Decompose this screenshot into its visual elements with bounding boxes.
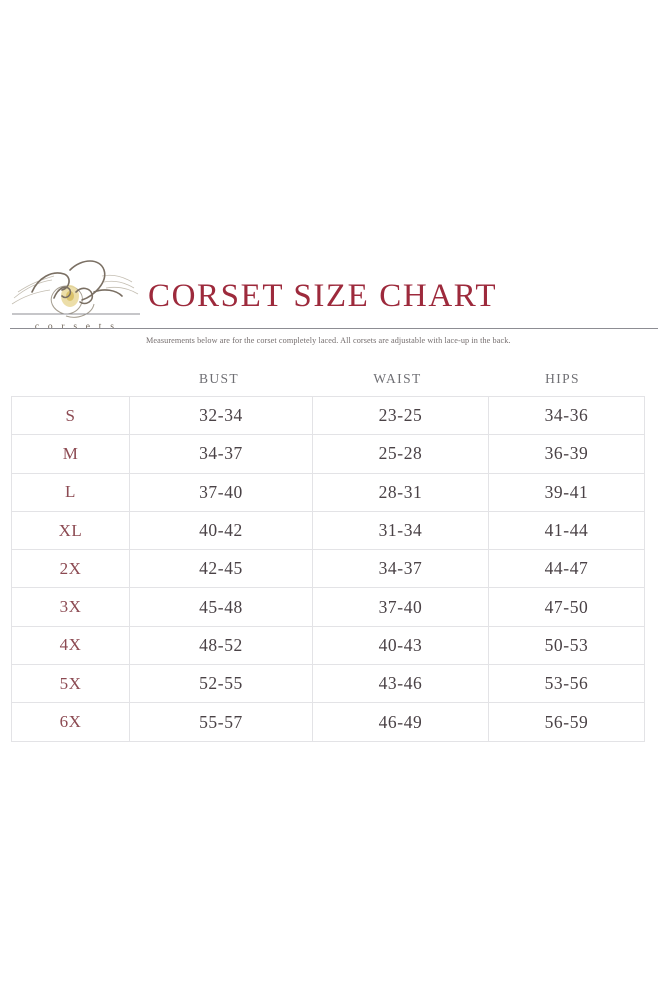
cell-bust: 32-34	[129, 395, 313, 436]
table-row: 6X 55-57 46-49 56-59	[11, 702, 645, 742]
cell-hips: 39-41	[488, 472, 645, 512]
table-row: 5X 52-55 43-46 53-56	[11, 664, 645, 704]
cell-bust: 45-48	[129, 587, 313, 627]
cell-hips: 47-50	[488, 587, 645, 627]
cell-bust: 40-42	[129, 510, 313, 551]
column-headers: BUST WAIST HIPS	[11, 371, 640, 395]
cell-bust: 37-40	[129, 472, 313, 512]
cell-waist: 31-34	[312, 510, 489, 551]
cell-hips: 56-59	[488, 702, 645, 742]
cell-size: 6X	[11, 702, 130, 742]
cell-bust: 55-57	[129, 702, 313, 742]
cell-hips: 34-36	[488, 395, 645, 436]
size-table: S 32-34 23-25 34-36 M 34-37 25-28 36-39 …	[11, 395, 645, 742]
cell-size: 4X	[11, 625, 130, 666]
cell-size: S	[11, 395, 130, 436]
cell-waist: 23-25	[312, 395, 489, 436]
cell-bust: 52-55	[129, 664, 313, 704]
column-header-bust: BUST	[198, 371, 240, 386]
title-divider	[10, 328, 658, 329]
chart-subtitle: Measurements below are for the corset co…	[146, 336, 511, 345]
daisy-flower-logo-icon	[11, 260, 140, 318]
cell-hips: 41-44	[488, 510, 645, 551]
cell-waist: 28-31	[312, 472, 489, 512]
cell-waist: 40-43	[312, 625, 489, 666]
brand-wordmark: c o r s e t s	[34, 322, 118, 332]
cell-waist: 43-46	[312, 664, 489, 704]
chart-header: c o r s e t s	[0, 252, 666, 348]
table-row: L 37-40 28-31 39-41	[11, 472, 645, 512]
cell-waist: 46-49	[312, 702, 489, 742]
cell-hips: 44-47	[488, 549, 645, 589]
cell-size: M	[11, 434, 130, 474]
table-row: 4X 48-52 40-43 50-53	[11, 625, 645, 666]
table-row: S 32-34 23-25 34-36	[11, 395, 645, 436]
cell-waist: 37-40	[312, 587, 489, 627]
cell-hips: 36-39	[488, 434, 645, 474]
cell-waist: 34-37	[312, 549, 489, 589]
cell-hips: 53-56	[488, 664, 645, 704]
table-row: 3X 45-48 37-40 47-50	[11, 587, 645, 627]
column-header-waist: WAIST	[373, 371, 422, 386]
cell-bust: 34-37	[129, 434, 313, 474]
cell-size: 2X	[11, 549, 130, 589]
cell-size: 5X	[11, 664, 130, 704]
cell-hips: 50-53	[488, 625, 645, 666]
table-row: XL 40-42 31-34 41-44	[11, 510, 645, 551]
cell-size: XL	[11, 510, 130, 551]
table-row: M 34-37 25-28 36-39	[11, 434, 645, 474]
table-row: 2X 42-45 34-37 44-47	[11, 549, 645, 589]
cell-size: 3X	[11, 587, 130, 627]
cell-size: L	[11, 472, 130, 512]
brand-logo: c o r s e t s	[8, 252, 144, 348]
page-title: CORSET SIZE CHART	[148, 278, 498, 314]
column-header-hips: HIPS	[545, 371, 580, 386]
cell-waist: 25-28	[312, 434, 489, 474]
cell-bust: 48-52	[129, 625, 313, 666]
size-table-body: S 32-34 23-25 34-36 M 34-37 25-28 36-39 …	[11, 395, 645, 742]
cell-bust: 42-45	[129, 549, 313, 589]
